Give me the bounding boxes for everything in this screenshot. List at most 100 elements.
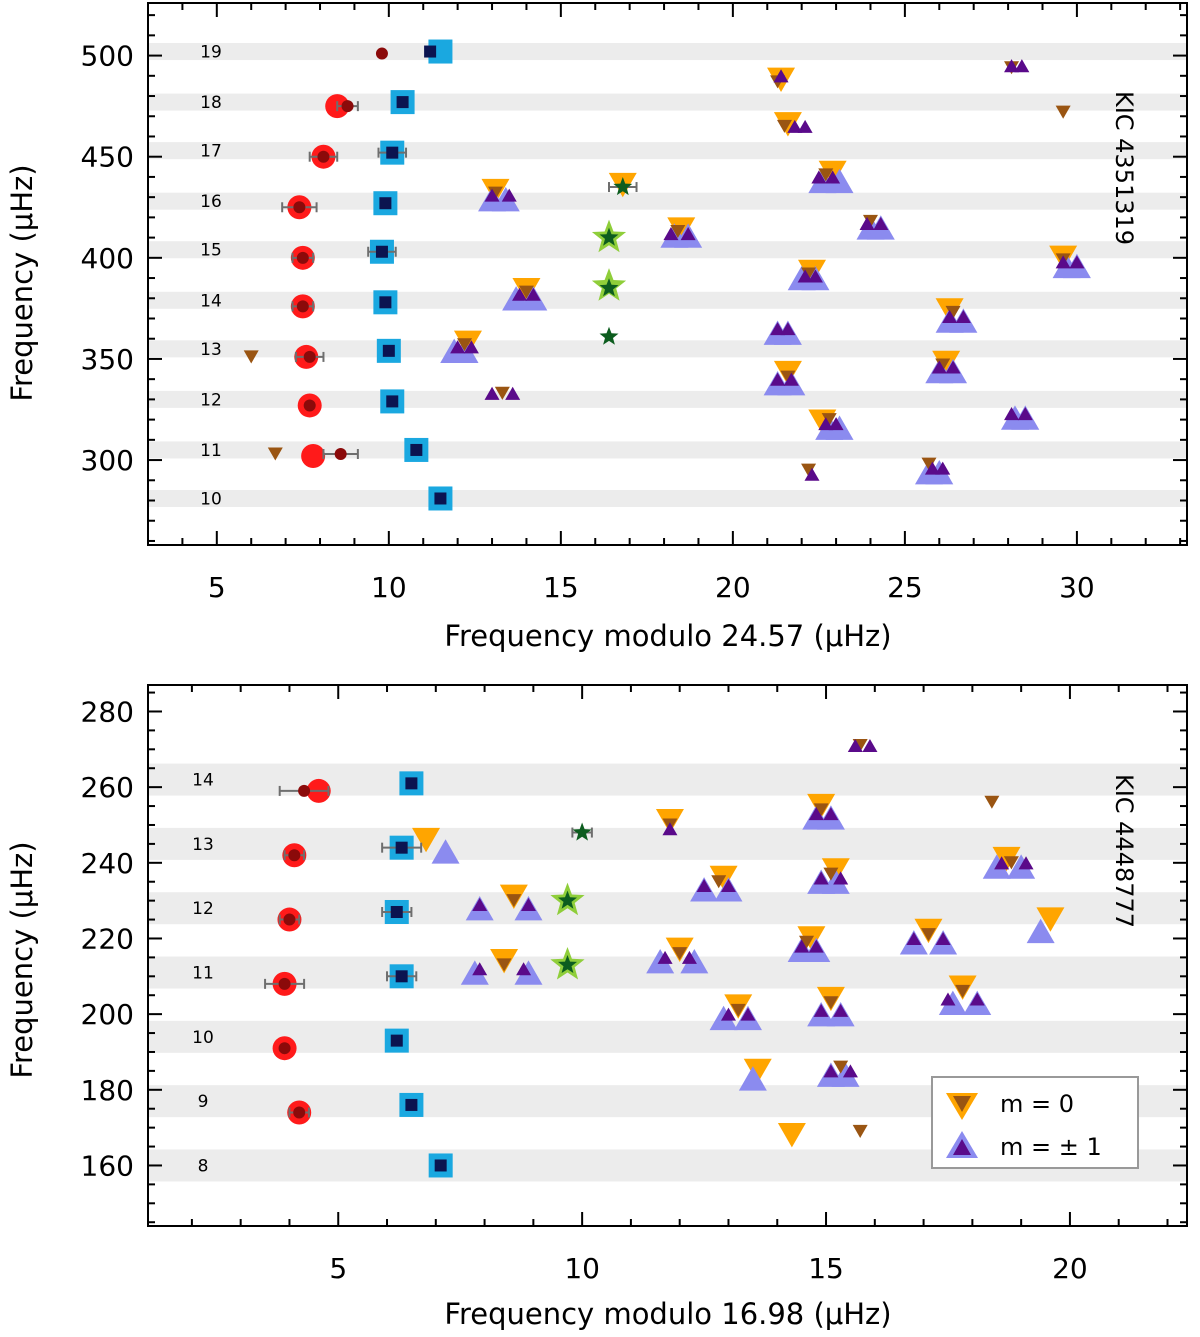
m1-model-point [780,322,796,336]
order-band [149,291,1186,309]
m1-model-point [847,739,863,753]
order-band [149,192,1186,210]
l2-model-point [386,146,399,159]
l0-model-point [317,150,330,163]
y-tick-label: 240 [81,847,134,880]
m1-model-point [463,340,479,354]
order-band [149,892,1186,925]
m1-model-point [931,360,947,374]
l0-model-point [278,1042,291,1055]
top-y-axis-label: Frequency (μHz) [5,164,39,401]
m0-model-point [821,413,837,427]
x-tick-label: 15 [543,571,579,604]
l0-model-point [293,201,306,214]
m0-model-point [494,386,510,400]
m1-model-point [942,309,958,323]
m0-model-point [711,875,727,889]
m1-model-point [1004,59,1020,73]
m1-model-point [813,1003,829,1017]
top-star-label: KIC 4351319 [1110,91,1138,245]
m1-model-point [681,950,697,964]
m1-model-point [823,1064,839,1078]
legend-m1-symbol [946,1131,978,1158]
m1-model-point [1069,255,1085,269]
legend-m1-label: m = ± 1 [1000,1133,1102,1161]
bottom-panel: 8 9 10 11 12 13 14 5 10 15 20 160 180 200 220 240 260 28… [5,684,1188,1331]
m1-model-point [842,1064,858,1078]
l0-model-point [334,447,347,460]
l2-model-point [405,777,418,790]
top-data-points [243,39,1091,511]
m1-model-point [525,287,541,301]
order-label-9: 9 [198,1092,209,1112]
m0-model-point [730,1003,746,1017]
l2-model-point [395,841,408,854]
order-band [149,241,1186,259]
m1-observed-point [431,839,460,864]
m0-model-point [457,338,473,352]
m1-model-point [924,461,940,475]
order-label-11: 11 [192,964,214,984]
m1-model-point [906,931,922,946]
m1-model-point [740,1007,756,1021]
l3-model-point [572,822,592,841]
l0-model-point [283,913,296,926]
m0-model-point [920,928,936,942]
m0-model-point [833,1060,849,1074]
m0-model-point [670,225,686,239]
m1-model-point [797,269,813,283]
l0-model-point [303,399,316,412]
l2-model-point [434,492,447,505]
m1-model-point [787,119,803,133]
m1-model-point [808,807,824,821]
m1-model-point [873,216,889,230]
m1-model-point [783,372,799,386]
m1-model-point [1017,407,1033,421]
m1-model-point [472,962,488,976]
x-tick-label: 10 [564,1252,600,1285]
m1-model-point [808,939,824,953]
bottom-y-axis-label: Frequency (μHz) [5,841,39,1078]
l3-model-point [613,177,633,196]
x-tick-label: 5 [329,1252,347,1285]
m0-observed-point [1036,907,1065,932]
order-band [149,340,1186,358]
order-label-16: 16 [200,192,222,212]
l2-model-point [375,245,388,258]
l3-model-point [558,955,577,973]
order-label-18: 18 [200,93,222,113]
m0-model-point [801,463,817,477]
l2-model-point [410,443,423,456]
order-label-14: 14 [192,771,214,791]
bottom-star-label: KIC 4448777 [1110,774,1138,928]
m1-model-point [969,992,985,1006]
y-tick-label: 400 [81,242,134,275]
order-label-12: 12 [192,899,214,919]
l2-model-point [424,45,437,58]
m1-model-point [770,372,786,386]
m1-model-point [794,939,810,953]
m1-model-point [770,322,786,336]
l0-model-point [298,784,311,797]
l2-model-point [396,96,409,109]
m0-observed-point [412,827,441,853]
legend: m = 0 m = ± 1 [931,1076,1139,1169]
m0-model-point [852,1124,868,1138]
m1-model-point [859,216,875,230]
top-panel: 10 11 12 13 14 15 16 17 18 19 5 10 15 20 25 30 300 350 40… [5,2,1188,653]
l3-model-point [599,278,619,297]
l2-model-point [386,395,399,408]
m1-observed-point [825,168,854,194]
m1-model-point [472,897,488,911]
order-band [149,489,1186,507]
order-label-11: 11 [200,441,222,461]
legend-m0-symbol [946,1093,978,1120]
order-label-15: 15 [200,241,222,261]
m1-model-point [520,897,536,911]
top-plot-frame [147,2,1188,546]
m1-observed-point [1026,918,1055,944]
m1-model-point [680,227,696,241]
order-label-10: 10 [200,489,222,509]
m0-model-point [984,795,1000,809]
l0-model-point [296,251,309,264]
